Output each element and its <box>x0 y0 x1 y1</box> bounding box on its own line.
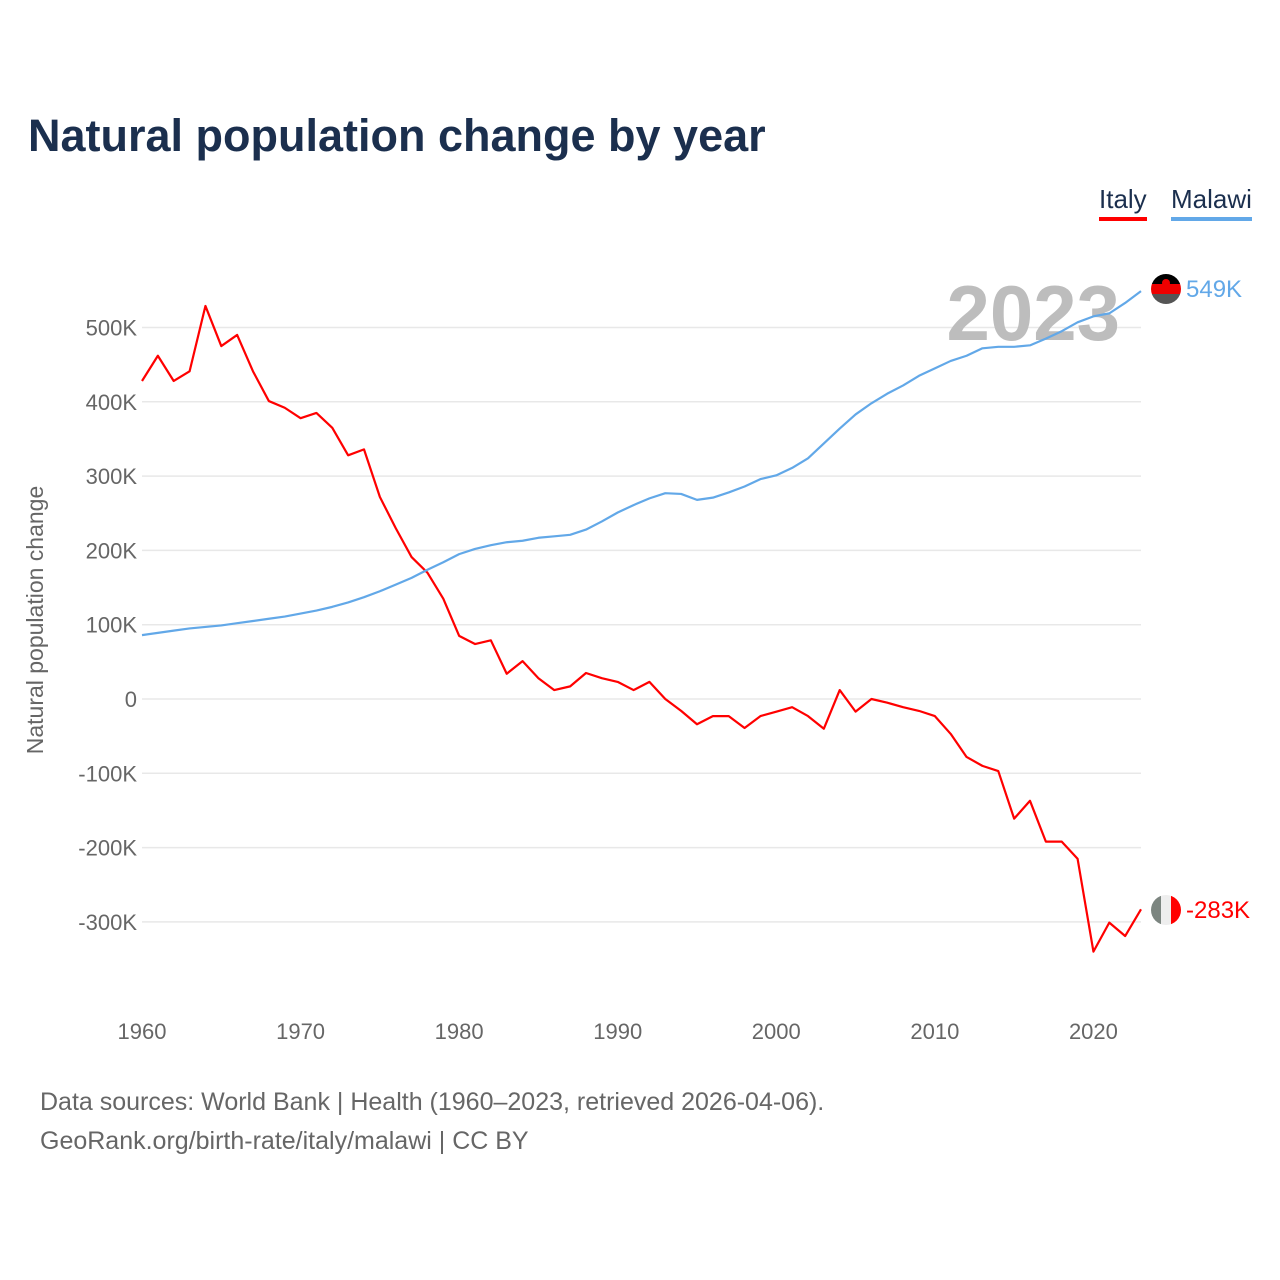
italy-flag-icon <box>1151 895 1181 925</box>
legend-italy[interactable]: Italy <box>1099 184 1147 221</box>
y-tick-label: 500K <box>86 316 138 341</box>
y-tick-label: -200K <box>78 836 137 861</box>
y-tick-label: -100K <box>78 761 137 786</box>
y-tick-label: 100K <box>86 613 138 638</box>
chart-title: Natural population change by year <box>28 110 766 161</box>
y-tick-label: -300K <box>78 910 137 935</box>
legend-malawi[interactable]: Malawi <box>1171 184 1252 221</box>
x-tick-label: 1990 <box>593 1019 642 1044</box>
x-tick-label: 2000 <box>752 1019 801 1044</box>
series-line-malawi <box>141 290 1142 637</box>
x-tick-label: 1980 <box>435 1019 484 1044</box>
y-tick-label: 200K <box>86 538 138 563</box>
series-line-italy <box>141 304 1142 953</box>
x-tick-label: 1970 <box>276 1019 325 1044</box>
x-tick-label: 2010 <box>910 1019 959 1044</box>
footer-sources: Data sources: World Bank | Health (1960–… <box>40 1088 825 1116</box>
x-tick-label: 1960 <box>118 1019 167 1044</box>
y-tick-label: 0 <box>125 687 137 712</box>
y-tick-label: 400K <box>86 390 138 415</box>
x-tick-label: 2020 <box>1069 1019 1118 1044</box>
y-axis-label: Natural population change <box>22 486 48 755</box>
y-tick-label: 300K <box>86 464 138 489</box>
italy-end-label: -283K <box>1186 897 1250 924</box>
malawi-end-label: 549K <box>1186 276 1242 303</box>
footer-link[interactable]: GeoRank.org/birth-rate/italy/malawi | CC… <box>40 1127 529 1155</box>
year-label: 2023 <box>946 269 1120 357</box>
malawi-flag-icon <box>1151 274 1181 304</box>
